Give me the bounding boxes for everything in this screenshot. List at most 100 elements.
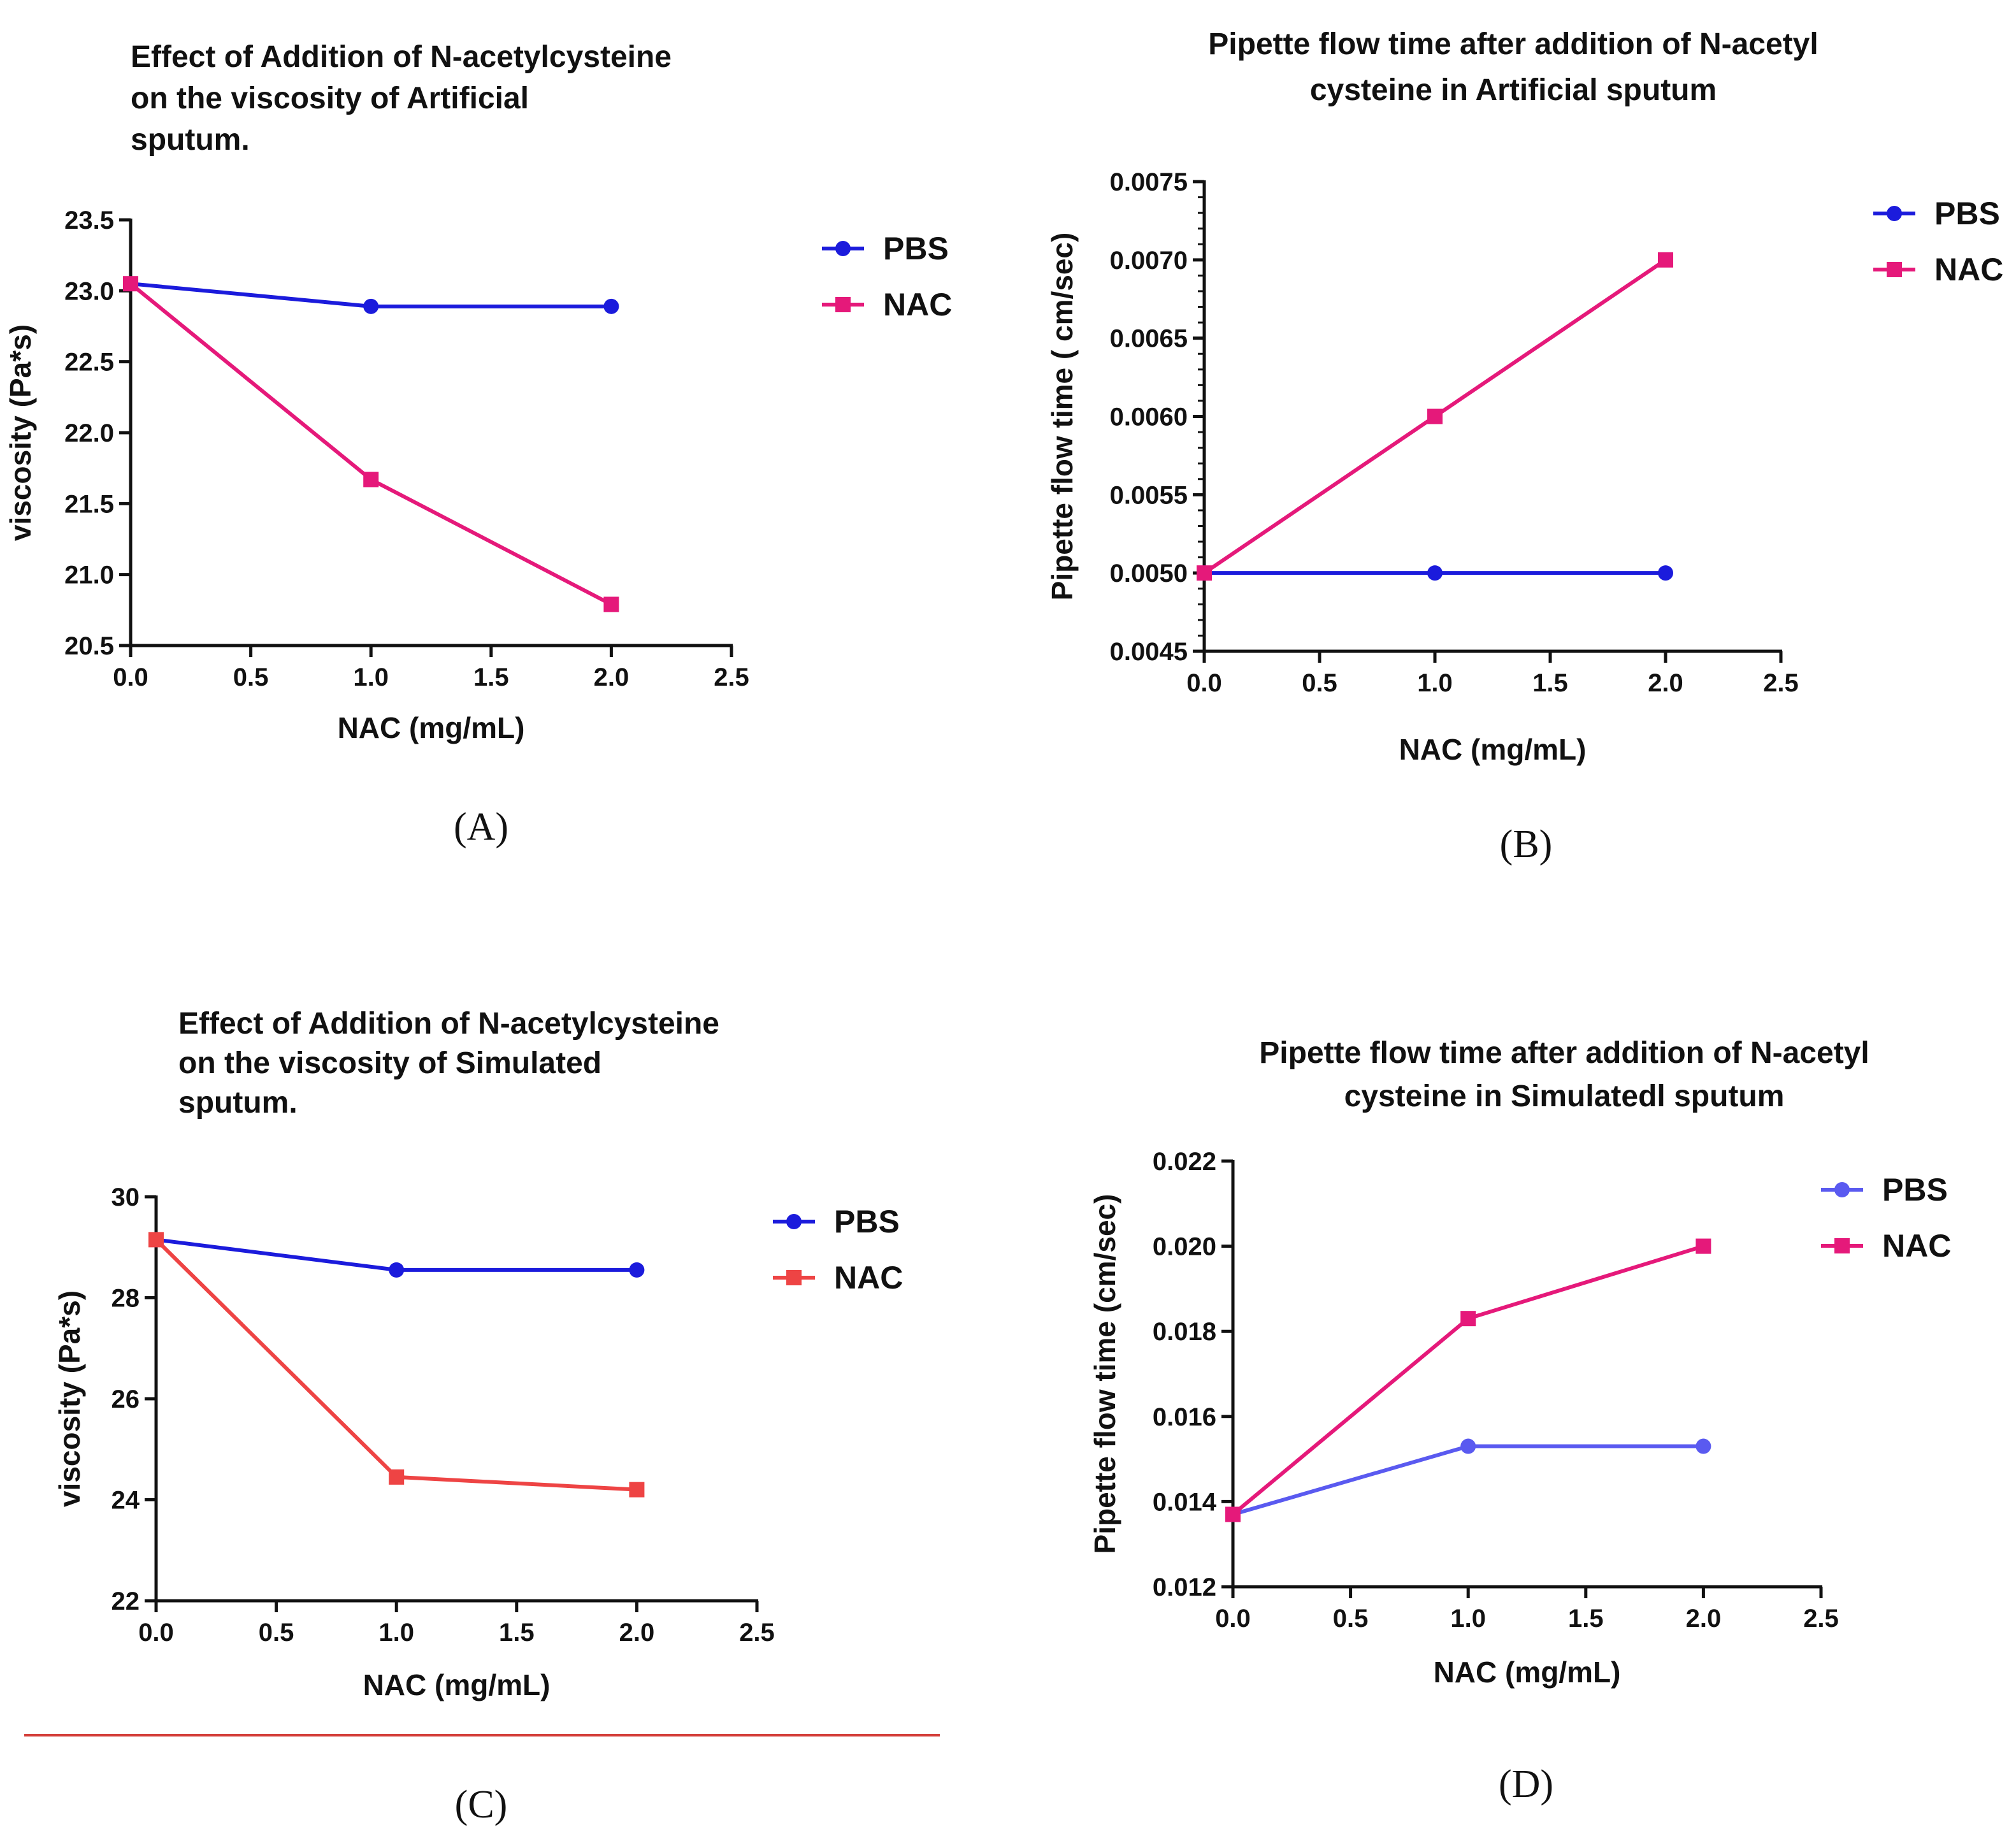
y-tick-label: 20.5	[64, 632, 114, 660]
chart-title-line: sputum.	[131, 123, 250, 157]
series-nac	[1225, 1238, 1711, 1522]
data-point-pbs	[603, 298, 619, 314]
panel-label: (A)	[454, 805, 508, 849]
x-tick-label: 0.0	[113, 663, 148, 691]
x-tick-label: 1.0	[1417, 669, 1453, 697]
x-tick-label: 0.0	[138, 1619, 174, 1647]
legend-marker	[835, 241, 851, 256]
data-point-nac	[389, 1469, 405, 1485]
chart-panel-b: Pipette flow time after addition of N-ac…	[1046, 27, 2003, 866]
chart-title-line: Pipette flow time after addition of N-ac…	[1259, 1036, 1869, 1070]
data-point-nac	[1658, 252, 1673, 268]
series-nac	[123, 276, 619, 612]
legend-label: PBS	[1934, 196, 2000, 231]
y-tick-label: 0.0055	[1110, 481, 1188, 509]
y-tick-label: 0.016	[1153, 1403, 1216, 1431]
y-tick-label: 0.022	[1153, 1148, 1216, 1176]
x-tick-label: 1.0	[353, 663, 389, 691]
panel-label: (B)	[1500, 823, 1553, 866]
x-tick-label: 2.5	[714, 663, 749, 691]
chart-title-line: Pipette flow time after addition of N-ac…	[1208, 27, 1818, 61]
data-point-pbs	[1696, 1438, 1711, 1454]
y-tick-label: 0.0060	[1110, 403, 1188, 431]
chart-title-line: sputum.	[178, 1086, 298, 1120]
y-tick-label: 22.0	[64, 419, 114, 447]
y-tick-label: 0.0075	[1110, 168, 1188, 196]
x-axis-title: NAC (mg/mL)	[1399, 733, 1587, 766]
chart-panel-a: Effect of Addition of N-acetylcysteine on…	[4, 40, 952, 849]
legend-marker	[786, 1214, 802, 1229]
x-tick-label: 1.5	[1568, 1605, 1604, 1633]
x-tick-label: 2.5	[1763, 669, 1799, 697]
y-axis-title: Pipette flow time (cm/sec)	[1088, 1194, 1121, 1554]
y-tick-label: 0.0050	[1110, 560, 1188, 588]
chart-title-line: on the viscosity of Simulated	[178, 1046, 601, 1080]
x-tick-label: 1.5	[473, 663, 509, 691]
x-tick-label: 2.5	[739, 1619, 775, 1647]
x-axis-title: NAC (mg/mL)	[338, 711, 525, 744]
y-tick-label: 0.014	[1153, 1488, 1217, 1516]
data-point-nac	[148, 1232, 164, 1248]
legend-item-nac: NAC	[1873, 252, 2003, 287]
legend-marker	[1834, 1238, 1850, 1253]
series-line-nac	[1232, 1244, 1704, 1516]
data-point-nac	[123, 276, 138, 292]
y-tick-label: 23.0	[64, 277, 114, 305]
y-tick-label: 28	[112, 1285, 140, 1313]
chart-panel-c: Effect of Addition of N-acetylcysteine on…	[53, 1007, 903, 1826]
data-point-nac	[363, 472, 379, 487]
series-nac	[148, 1232, 645, 1498]
legend-marker	[1887, 206, 1902, 221]
y-tick-label: 0.0065	[1110, 325, 1188, 353]
data-point-nac	[1225, 1506, 1241, 1522]
x-tick-label: 0.5	[1333, 1605, 1369, 1633]
data-point-pbs	[389, 1262, 405, 1278]
data-point-nac	[1460, 1311, 1476, 1327]
panel-label: (C)	[455, 1783, 508, 1826]
x-tick-label: 1.0	[378, 1619, 414, 1647]
legend-label: PBS	[834, 1204, 900, 1239]
y-tick-label: 0.018	[1153, 1318, 1216, 1346]
data-point-nac	[1197, 565, 1212, 581]
legend-item-nac: NAC	[822, 287, 952, 322]
x-tick-label: 2.0	[1648, 669, 1683, 697]
y-tick-label: 0.020	[1153, 1233, 1216, 1261]
series-pbs	[123, 276, 619, 314]
x-tick-label: 1.0	[1450, 1605, 1486, 1633]
legend-label: NAC	[883, 287, 952, 322]
chart-title-line: Effect of Addition of N-acetylcysteine	[131, 40, 672, 74]
legend-item-pbs: PBS	[1873, 196, 2000, 231]
legend-item-nac: NAC	[773, 1260, 903, 1296]
y-tick-label: 0.0070	[1110, 247, 1188, 275]
x-tick-label: 2.0	[1686, 1605, 1722, 1633]
x-tick-label: 1.5	[1532, 669, 1568, 697]
data-point-pbs	[629, 1262, 645, 1278]
legend-item-pbs: PBS	[773, 1204, 900, 1239]
legend-label: NAC	[834, 1260, 903, 1296]
y-tick-label: 21.5	[64, 490, 114, 518]
data-point-nac	[629, 1482, 645, 1498]
x-tick-label: 0.5	[259, 1619, 294, 1647]
y-axis-title: viscosity (Pa*s)	[53, 1290, 86, 1507]
data-point-pbs	[1658, 565, 1673, 581]
x-axis-title: NAC (mg/mL)	[363, 1668, 551, 1701]
x-tick-label: 0.0	[1186, 669, 1222, 697]
y-tick-label: 21.0	[64, 561, 114, 589]
series-pbs	[148, 1232, 645, 1278]
x-tick-label: 1.5	[499, 1619, 535, 1647]
y-tick-label: 26	[112, 1385, 140, 1413]
series-line-nac	[129, 282, 612, 607]
x-tick-label: 2.0	[619, 1619, 655, 1647]
x-axis-title: NAC (mg/mL)	[1434, 1656, 1621, 1689]
y-tick-label: 0.0045	[1110, 638, 1188, 666]
x-tick-label: 2.0	[594, 663, 630, 691]
chart-title-line: cysteine in Artificial sputum	[1310, 73, 1717, 107]
data-point-nac	[1427, 408, 1443, 424]
series-pbs	[1197, 565, 1673, 581]
y-tick-label: 23.5	[64, 206, 114, 235]
chart-title-line: cysteine in Simulatedl sputum	[1344, 1079, 1785, 1113]
y-tick-label: 22	[112, 1587, 140, 1615]
data-point-pbs	[1427, 565, 1443, 581]
series-pbs	[1225, 1438, 1711, 1522]
